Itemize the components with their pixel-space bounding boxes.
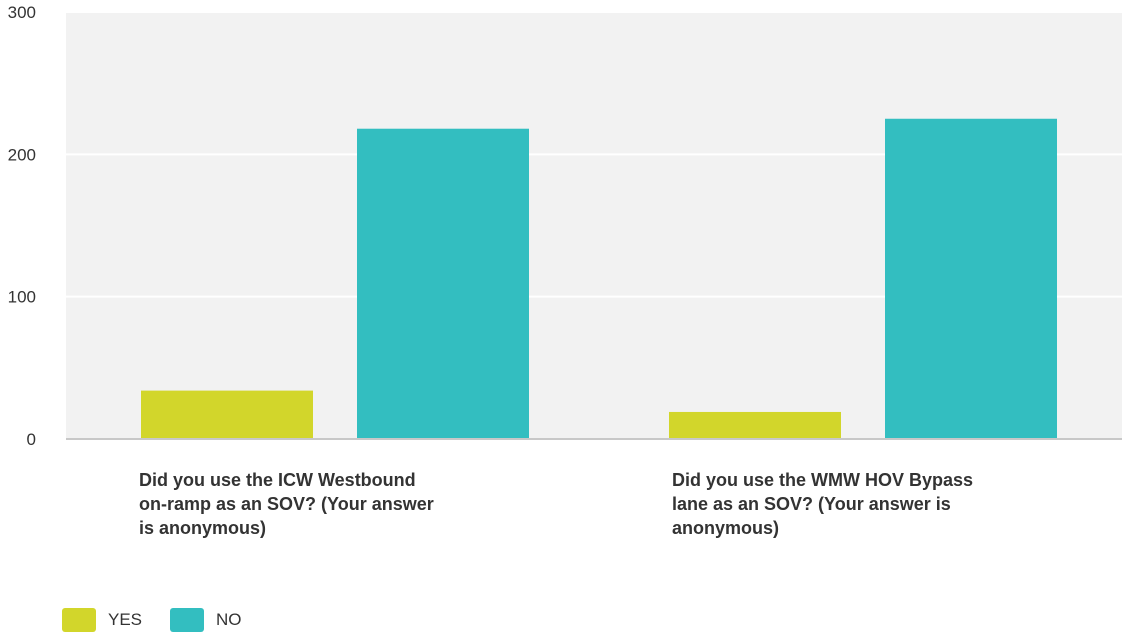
category-label-line: is anonymous) xyxy=(139,518,267,538)
legend-label-no: NO xyxy=(216,610,242,629)
category-label-line: Did you use the WMW HOV Bypass xyxy=(672,470,974,490)
bar-yes-1 xyxy=(141,390,313,439)
category-label-1: Did you use the ICW Westbound on-ramp as… xyxy=(139,468,559,540)
category-label-line: lane as an SOV? (Your answer is xyxy=(672,494,951,514)
legend-label-yes: YES xyxy=(108,610,143,629)
category-label-2: Did you use the WMW HOV Bypass lane as a… xyxy=(672,468,1092,540)
bar-yes-2 xyxy=(669,411,841,439)
bar-no-2 xyxy=(885,118,1057,439)
chart-plot: 0 100 200 300 xyxy=(8,3,1122,449)
legend: YES NO xyxy=(62,607,270,633)
category-label-line: on-ramp as an SOV? (Your answer xyxy=(139,494,434,514)
bar-no-1 xyxy=(357,128,529,440)
legend-swatch-yes xyxy=(62,608,96,632)
category-label-line: anonymous) xyxy=(672,518,780,538)
y-tick-label: 0 xyxy=(27,430,36,449)
y-tick-label: 200 xyxy=(8,145,36,164)
legend-item-yes[interactable]: YES xyxy=(62,608,142,632)
y-tick-label: 300 xyxy=(8,3,36,22)
y-tick-label: 100 xyxy=(8,288,36,307)
legend-item-no[interactable]: NO xyxy=(170,608,242,632)
legend-swatch-no xyxy=(170,608,205,632)
category-label-line: Did you use the ICW Westbound xyxy=(139,470,416,490)
